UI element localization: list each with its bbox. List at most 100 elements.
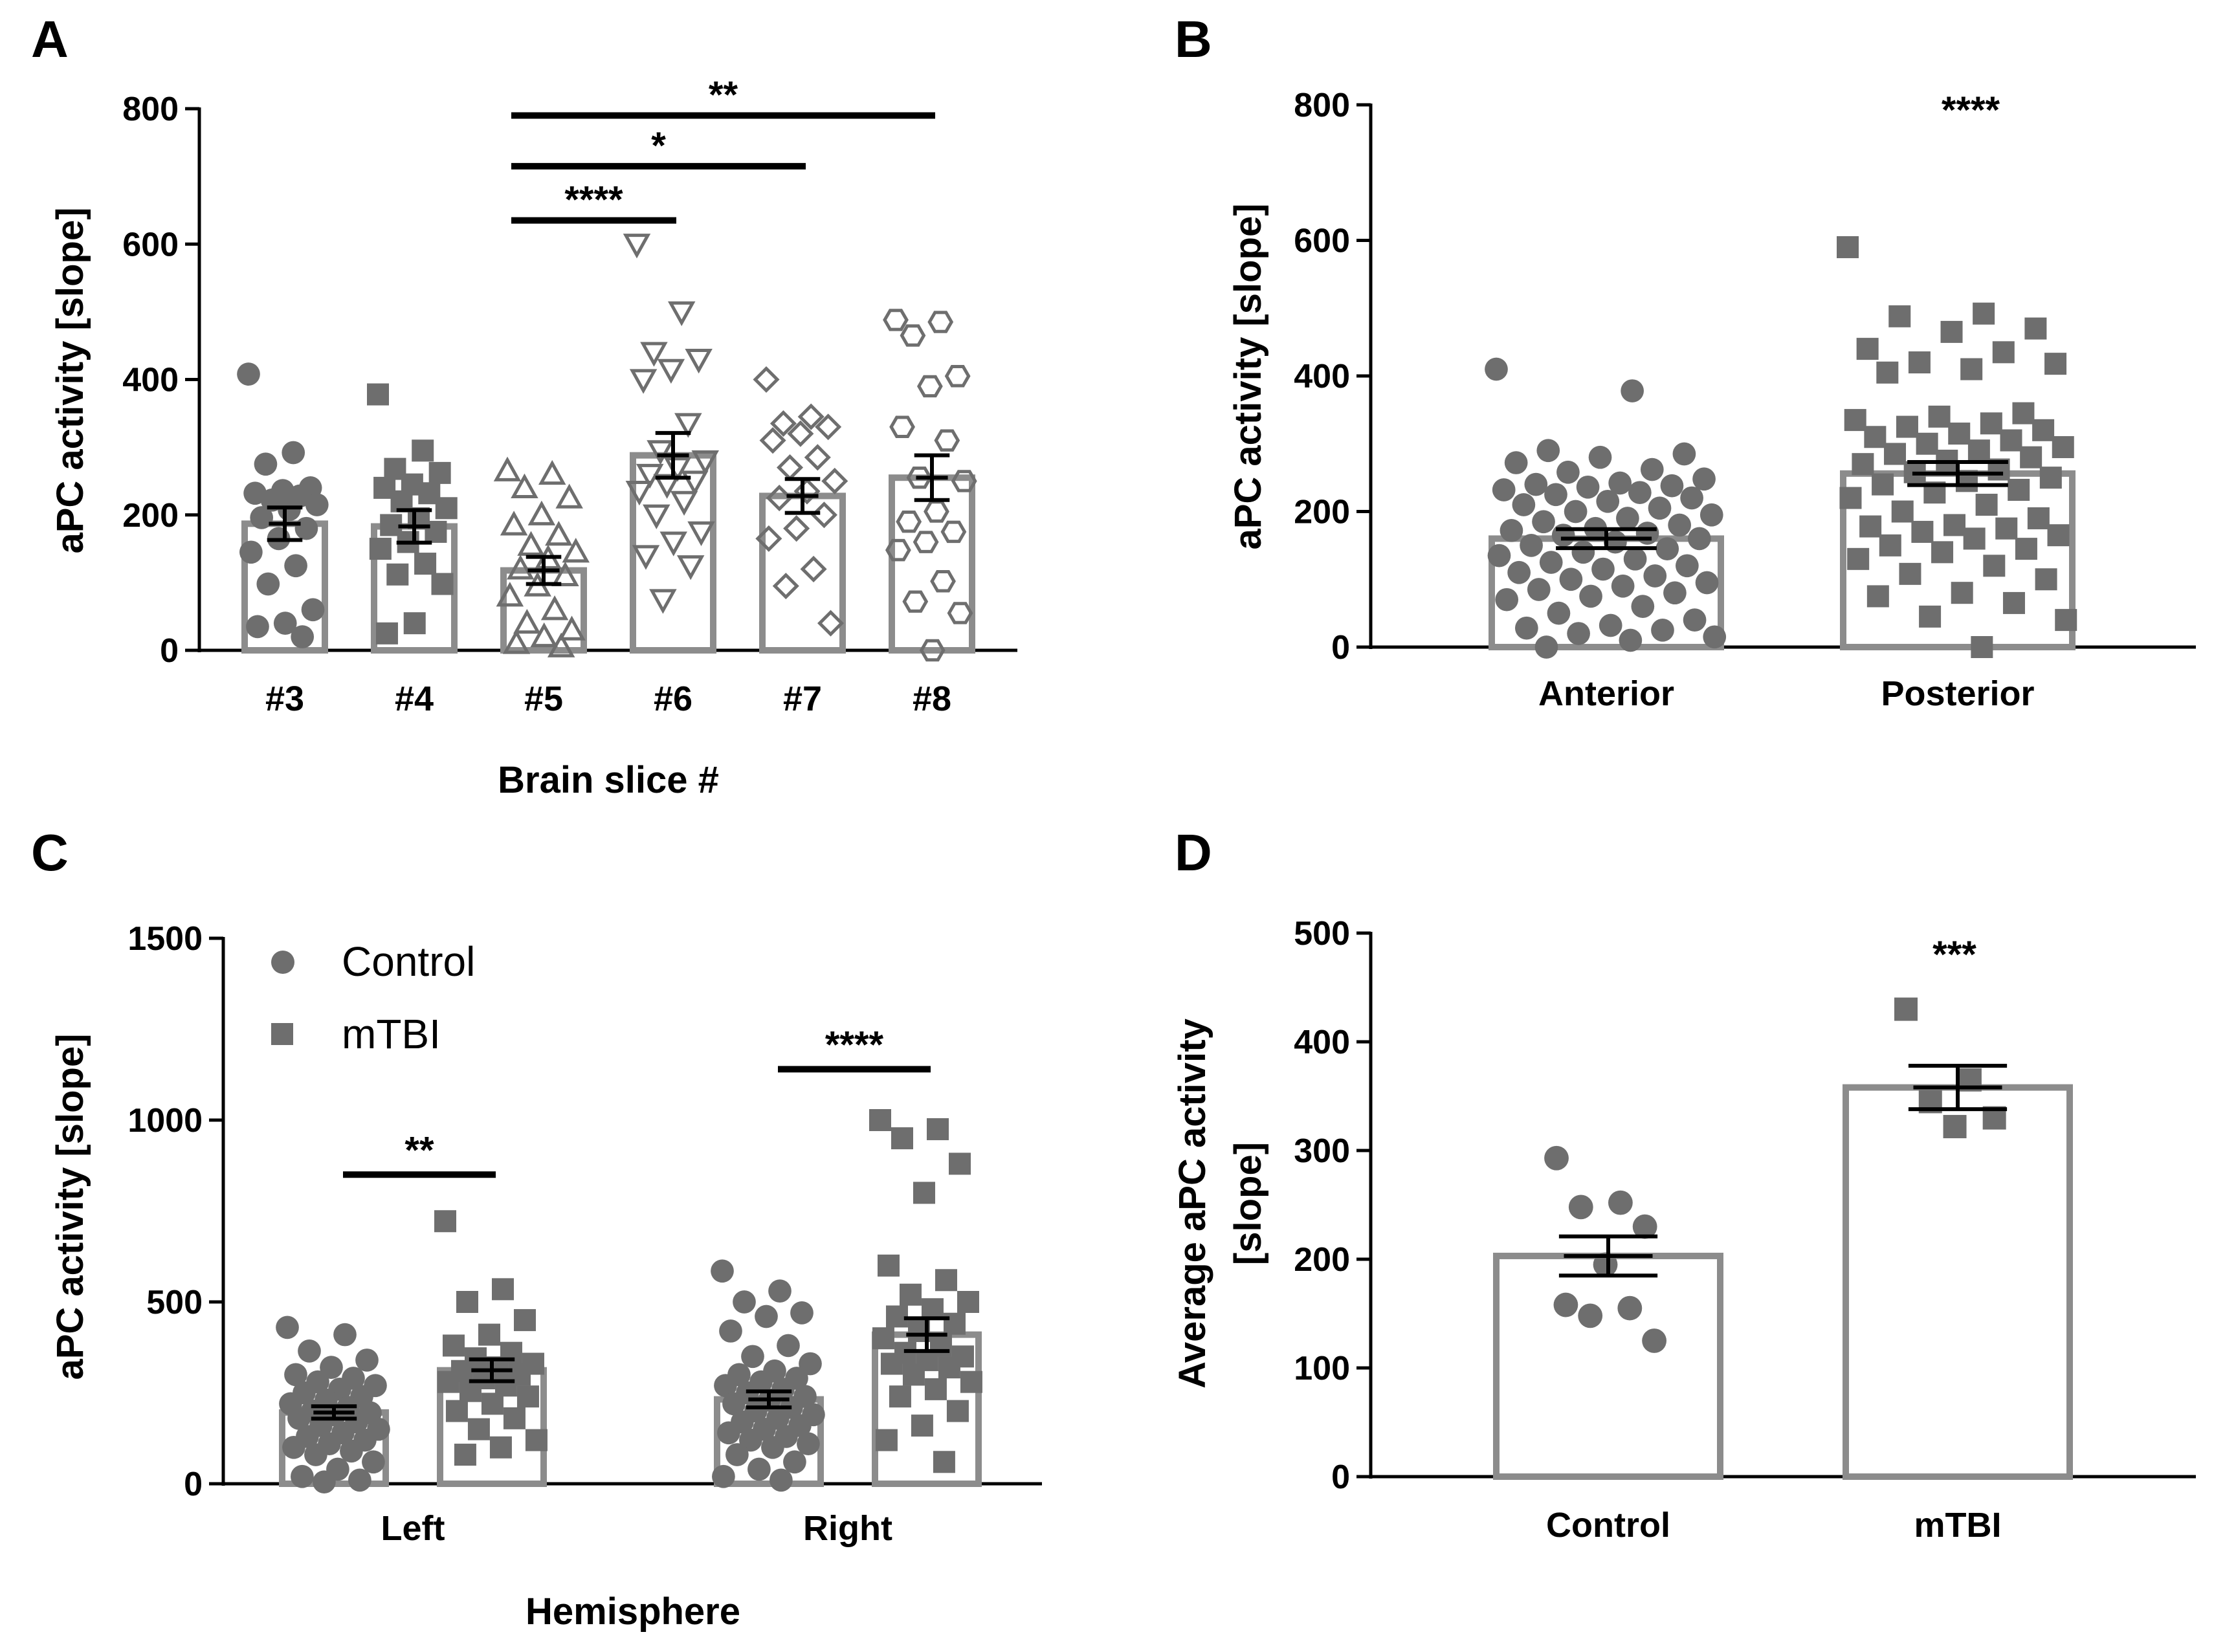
panel-a-slice-3-data-point xyxy=(239,540,263,564)
panel-b-posterior-data-point xyxy=(1919,605,1942,628)
panel-a-slice-7-data-point xyxy=(787,420,814,447)
panel-a-slice-4-data-point xyxy=(414,553,437,575)
panel-a-slice-7-data-point xyxy=(769,410,797,437)
panel-d-control-data-point xyxy=(1632,1214,1657,1239)
panel-a-category-label: #3 xyxy=(265,679,304,718)
panel-b-posterior-data-point xyxy=(1908,351,1931,374)
panel-c-right-mtbi-data-point xyxy=(911,1415,933,1437)
panel-b-anterior-data-point xyxy=(1648,496,1672,520)
panel-c-left-mtbi-data-point xyxy=(454,1444,476,1466)
panel-b-anterior-data-point xyxy=(1576,475,1600,499)
panel-b-posterior-data-point xyxy=(1975,494,1998,516)
panel-a-slice-7-data-point xyxy=(821,467,848,494)
panel-b-anterior-data-point xyxy=(1495,588,1519,611)
panel-a-slice-8-data-point xyxy=(951,470,977,492)
panel-a-slice-6-data-point xyxy=(623,234,651,259)
panel-c-left-control-data-point xyxy=(282,1435,305,1459)
panel-d-control-data-point xyxy=(1617,1295,1643,1321)
panel-b-posterior-data-point xyxy=(1980,412,2002,435)
panel-a-xlabel: Brain slice # xyxy=(498,759,719,801)
panel-b-posterior-data-point xyxy=(1891,500,1914,523)
panel-a-slice-7-data-point xyxy=(772,573,799,600)
panel-b-posterior-data-point xyxy=(2002,591,2025,614)
panel-c-left-control-data-point xyxy=(287,1406,311,1430)
panel-letter-c: C xyxy=(31,824,69,881)
panel-b-anterior-data-point xyxy=(1680,486,1703,510)
panel-c-right-control-data-point xyxy=(714,1374,737,1398)
panel-a-slice-4-data-point xyxy=(367,383,389,406)
panel-c-right-control-data-point xyxy=(769,1468,793,1492)
panel-c-significance-label: **** xyxy=(825,1024,884,1066)
panel-a-category-label: #6 xyxy=(654,679,692,718)
panel-b-anterior-data-point xyxy=(1532,510,1555,534)
panel-c-right-control-data-point xyxy=(725,1443,749,1466)
panel-b-anterior-data-point xyxy=(1623,547,1647,571)
panel-c-y-tick-label: 0 xyxy=(184,1466,203,1503)
panel-c-right-mtbi-data-point xyxy=(913,1182,935,1204)
panel-d-control-data-point xyxy=(1608,1190,1633,1215)
panel-b-anterior-data-point xyxy=(1492,478,1516,501)
panel-c-right-control-data-point xyxy=(755,1305,778,1328)
panel-b-anterior-data-point xyxy=(1527,578,1551,601)
panel-c-left-mtbi-data-point xyxy=(467,1418,490,1440)
panel-b-anterior-data-point xyxy=(1512,493,1536,516)
panel-a-slice-4-data-point xyxy=(412,439,434,462)
panel-c-left-mtbi-data-point xyxy=(491,1278,514,1301)
panel-a-slice-8-data-point xyxy=(940,520,967,544)
panel-a-slice-8-data-point xyxy=(885,538,911,562)
panel-a-slice-8-data-point xyxy=(934,429,960,452)
panel-b-posterior-data-point xyxy=(2008,478,2030,501)
panel-c-right-mtbi-data-point xyxy=(891,1127,913,1150)
panel-b-posterior-data-point xyxy=(1856,338,1879,360)
panel-b-anterior-data-point xyxy=(1687,527,1711,551)
panel-a-slice-8-data-point xyxy=(947,602,973,624)
panel-a-slice-3-data-point xyxy=(301,598,325,622)
panel-c-left-control-data-point xyxy=(276,1316,299,1339)
panel-c-left-mtbi-data-point xyxy=(445,1400,468,1422)
panel-d-y-tick-label: 400 xyxy=(1294,1024,1350,1061)
panel-a-slice-5-data-point xyxy=(517,531,545,556)
panel-b-anterior-data-point xyxy=(1556,460,1580,484)
panel-a-y-tick-label: 200 xyxy=(122,497,179,534)
panel-a-slice-7-data-point xyxy=(759,427,786,454)
panel-d-control-data-point xyxy=(1544,1145,1569,1171)
legend-control-marker xyxy=(271,951,294,974)
panel-a-slice-6-data-point xyxy=(670,490,698,516)
panel-b-posterior-data-point xyxy=(1884,443,1907,465)
panel-a-slice-6-data-point xyxy=(653,474,681,499)
panel-b-anterior-data-point xyxy=(1683,608,1707,632)
panel-a-y-tick-label: 600 xyxy=(122,226,179,263)
panel-a-slice-4-data-point xyxy=(435,497,458,520)
panel-a-slice-8-data-point xyxy=(889,415,915,438)
panel-a-slice-6-data-point xyxy=(640,342,668,367)
panel-c-right-mtbi-data-point xyxy=(899,1283,922,1306)
panel-a-slice-3-data-point xyxy=(250,506,274,529)
panel-a-slice-8-data-point xyxy=(916,375,943,398)
panel-b-posterior-data-point xyxy=(1960,358,1983,380)
panel-c-right-control-data-point xyxy=(777,1334,800,1358)
panel-a-slice-7-data-point xyxy=(815,413,842,441)
panel-a-slice-5-data-point xyxy=(558,615,586,641)
panel-c-right-control-data-point xyxy=(747,1457,771,1481)
panel-c-right-mtbi-data-point xyxy=(935,1269,957,1292)
panel-a-slice-4-data-point xyxy=(425,520,447,543)
panel-c-left-control-data-point xyxy=(284,1363,307,1387)
panel-b-posterior-data-point xyxy=(2012,402,2035,424)
panel-b-posterior-data-point xyxy=(2032,419,2055,441)
panel-a-y-tick-label: 0 xyxy=(160,632,179,670)
panel-b-y-tick-label: 600 xyxy=(1294,223,1350,260)
panel-c-left-control-data-point xyxy=(313,1470,336,1494)
panel-d-y-tick-label: 0 xyxy=(1331,1459,1350,1496)
panel-c-left-mtbi-data-point xyxy=(434,1210,456,1233)
panel-b-anterior-data-point xyxy=(1628,481,1652,505)
panel-c-right-mtbi-data-point xyxy=(946,1400,969,1422)
legend-control-label: Control xyxy=(342,938,475,985)
panel-b-posterior-data-point xyxy=(1879,534,1901,556)
panel-b-anterior-data-point xyxy=(1692,467,1716,491)
panel-a-slice-6-data-point xyxy=(681,470,709,496)
panel-a-slice-3-data-point xyxy=(254,452,278,476)
panel-b-anterior-data-point xyxy=(1619,628,1643,652)
panel-d-control-data-point xyxy=(1642,1328,1666,1353)
panel-b-posterior-data-point xyxy=(1859,515,1882,538)
panel-b-posterior-data-point xyxy=(1896,415,1918,438)
